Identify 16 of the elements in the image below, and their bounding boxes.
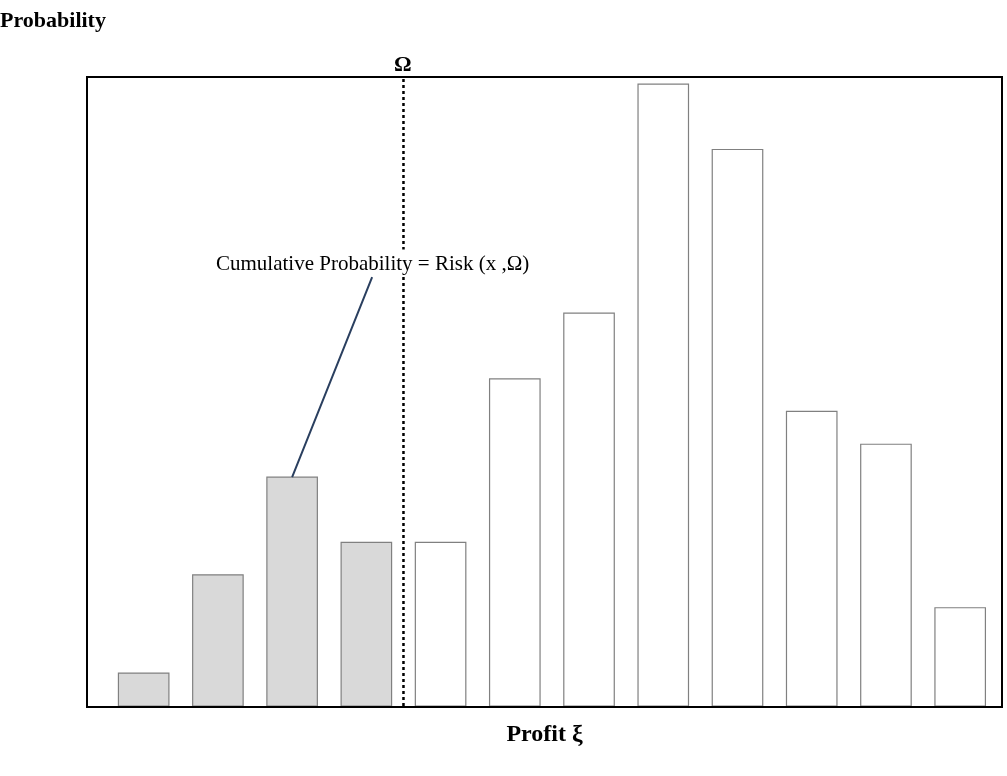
bar [488,378,541,706]
bar [266,476,318,706]
annotation: Cumulative Probability = Risk (x ,Ω) [216,251,530,275]
bar [711,148,764,706]
bar [563,312,615,706]
text: Ω [394,51,412,76]
x-axis-title: Profit ξ [506,719,583,746]
bar [934,607,987,706]
bar [785,410,838,706]
bar [414,541,467,706]
y-axis-title: Probability [0,7,106,32]
bar [340,541,393,706]
bar [192,574,244,706]
bar [637,83,690,706]
bar [860,443,912,706]
bar [117,672,170,706]
